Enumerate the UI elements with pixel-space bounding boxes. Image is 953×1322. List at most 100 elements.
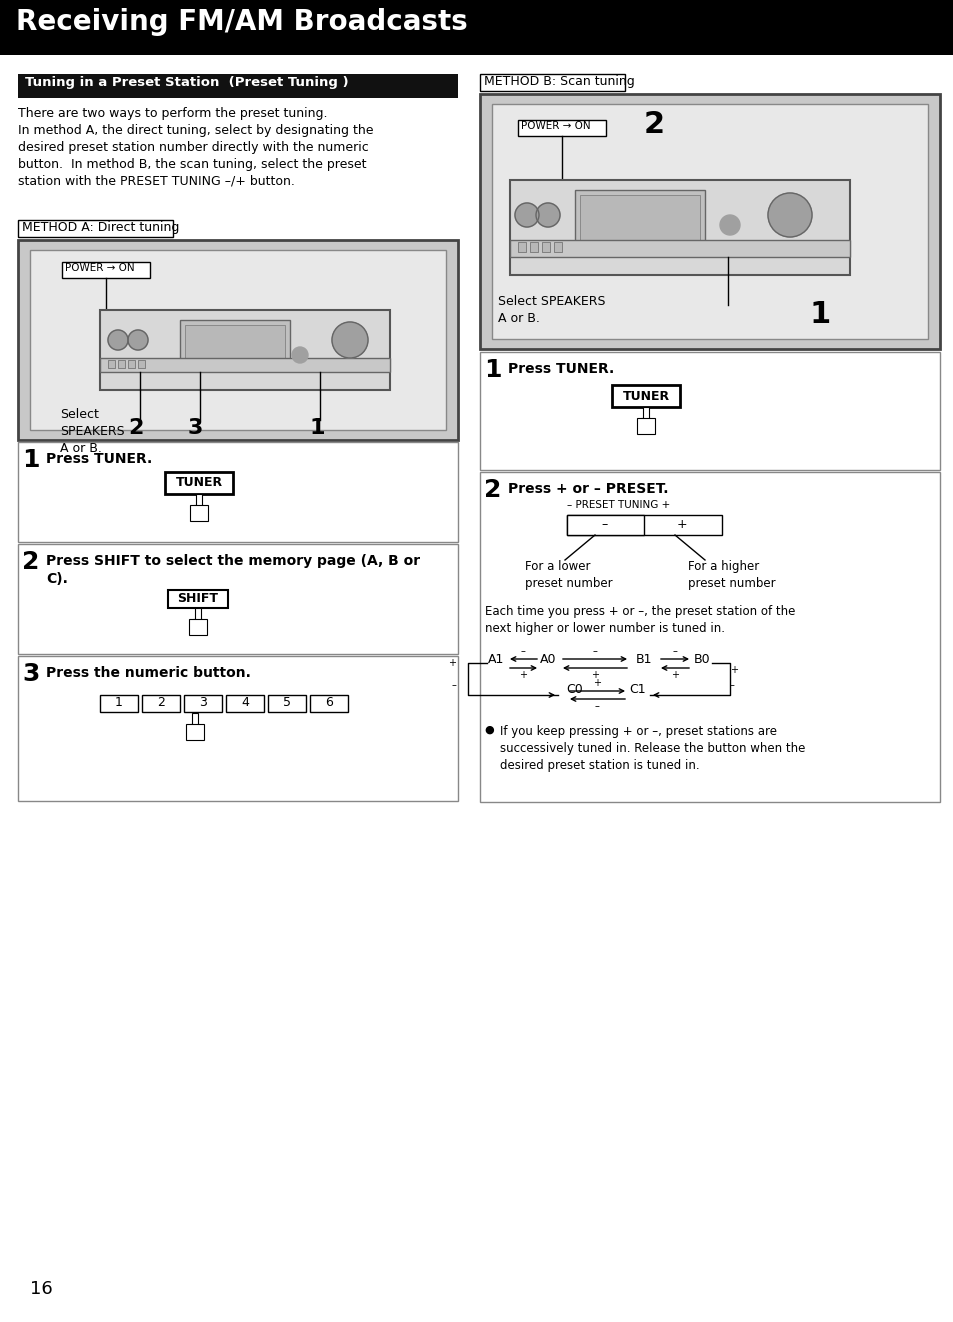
Text: Press + or – PRESET.: Press + or – PRESET. — [507, 483, 668, 496]
Bar — [100, 358, 390, 371]
Bar — [517, 242, 525, 253]
Bar — [479, 74, 624, 91]
Bar — [612, 385, 679, 407]
Bar — [554, 242, 561, 253]
Text: –: – — [594, 701, 598, 711]
Polygon shape — [191, 713, 199, 732]
Bar — [18, 74, 457, 98]
Bar — [100, 309, 390, 390]
Text: +: + — [676, 518, 686, 531]
Text: +: + — [590, 670, 598, 680]
Bar — [510, 180, 849, 275]
Polygon shape — [186, 724, 204, 740]
Text: 2: 2 — [157, 697, 165, 710]
Bar — [18, 543, 457, 654]
Bar — [268, 695, 306, 713]
Text: B1: B1 — [635, 653, 652, 666]
Bar — [510, 241, 849, 256]
Bar — [128, 360, 135, 368]
Text: 6: 6 — [325, 697, 333, 710]
Text: Press SHIFT to select the memory page (A, B or
C).: Press SHIFT to select the memory page (A… — [46, 554, 419, 587]
Text: Select
SPEAKERS
A or B.: Select SPEAKERS A or B. — [60, 408, 125, 455]
Bar — [226, 695, 264, 713]
Bar — [18, 656, 457, 801]
Bar — [579, 196, 700, 241]
Bar — [165, 472, 233, 494]
Bar — [575, 190, 704, 245]
Text: 2: 2 — [483, 479, 501, 502]
Polygon shape — [193, 608, 202, 628]
Bar — [18, 219, 172, 237]
Bar — [62, 262, 150, 278]
Bar — [479, 94, 939, 349]
Circle shape — [292, 346, 308, 364]
Text: 5: 5 — [283, 697, 291, 710]
Text: Press TUNER.: Press TUNER. — [507, 362, 614, 375]
Text: Press TUNER.: Press TUNER. — [46, 452, 152, 465]
Text: Receiving FM/AM Broadcasts: Receiving FM/AM Broadcasts — [16, 8, 467, 36]
Text: 1: 1 — [483, 358, 501, 382]
Text: If you keep pressing + or –, preset stations are
successively tuned in. Release : If you keep pressing + or –, preset stat… — [499, 724, 804, 772]
Polygon shape — [637, 418, 655, 434]
Circle shape — [767, 193, 811, 237]
Bar — [118, 360, 125, 368]
Text: +: + — [448, 658, 456, 668]
Text: METHOD B: Scan tuning: METHOD B: Scan tuning — [483, 75, 634, 89]
Text: 2: 2 — [22, 550, 39, 574]
Text: –: – — [672, 646, 677, 656]
Circle shape — [515, 204, 538, 227]
Bar — [100, 695, 138, 713]
Text: 3: 3 — [22, 662, 39, 686]
Text: +: + — [729, 665, 738, 676]
Text: 1: 1 — [22, 448, 39, 472]
Bar — [566, 516, 721, 535]
Text: 2: 2 — [128, 418, 143, 438]
Text: A1: A1 — [487, 653, 503, 666]
Text: B0: B0 — [693, 653, 710, 666]
Polygon shape — [190, 505, 208, 521]
Text: –: – — [520, 646, 525, 656]
Circle shape — [128, 330, 148, 350]
Text: 1: 1 — [310, 418, 325, 438]
Text: Press the numeric button.: Press the numeric button. — [46, 666, 251, 680]
Text: 4: 4 — [241, 697, 249, 710]
Text: –: – — [451, 680, 456, 690]
Text: C1: C1 — [629, 683, 645, 695]
Text: 1: 1 — [809, 300, 830, 329]
Circle shape — [720, 215, 740, 235]
Text: 3: 3 — [199, 697, 207, 710]
Text: +: + — [593, 678, 600, 687]
Text: 1: 1 — [115, 697, 123, 710]
Polygon shape — [189, 619, 207, 635]
Text: C0: C0 — [566, 683, 583, 695]
Text: There are two ways to perform the preset tuning.
In method A, the direct tuning,: There are two ways to perform the preset… — [18, 107, 374, 188]
Text: Each time you press + or –, the preset station of the
next higher or lower numbe: Each time you press + or –, the preset s… — [484, 605, 795, 635]
Circle shape — [332, 323, 368, 358]
Text: Tuning in a Preset Station  (Preset Tuning ): Tuning in a Preset Station (Preset Tunin… — [25, 75, 348, 89]
Text: SHIFT: SHIFT — [177, 592, 218, 605]
Bar — [184, 695, 222, 713]
Text: TUNER: TUNER — [621, 390, 669, 402]
Bar — [541, 242, 550, 253]
Text: For a lower
preset number: For a lower preset number — [524, 561, 612, 590]
Polygon shape — [194, 494, 203, 514]
Text: +: + — [670, 670, 679, 680]
Text: TUNER: TUNER — [175, 476, 222, 489]
Circle shape — [536, 204, 559, 227]
Text: A0: A0 — [539, 653, 556, 666]
Text: POWER → ON: POWER → ON — [65, 263, 134, 274]
Bar — [185, 325, 285, 360]
Bar — [479, 472, 939, 802]
Bar — [566, 516, 643, 535]
Text: POWER → ON: POWER → ON — [520, 122, 590, 131]
Bar — [138, 360, 145, 368]
Bar — [18, 241, 457, 440]
Text: Select SPEAKERS
A or B.: Select SPEAKERS A or B. — [497, 295, 605, 325]
Bar — [492, 104, 927, 338]
Polygon shape — [640, 407, 650, 427]
Bar — [142, 695, 180, 713]
Bar — [310, 695, 348, 713]
Bar — [168, 590, 228, 608]
Text: –: – — [592, 646, 597, 656]
Bar — [108, 360, 115, 368]
